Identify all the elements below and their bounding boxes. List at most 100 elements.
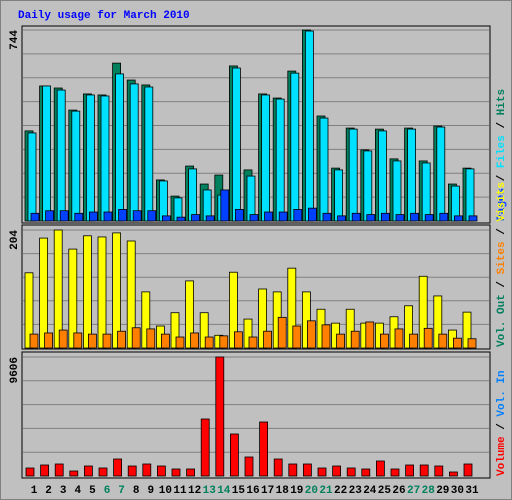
legend-entry: Vol. Out [496, 294, 508, 347]
bar [228, 271, 238, 349]
bar [317, 467, 327, 477]
bar [424, 214, 434, 222]
bar [348, 128, 358, 222]
bar [199, 312, 209, 349]
bar [436, 126, 446, 222]
bar [158, 180, 168, 222]
legend-separator: / [496, 274, 508, 294]
bar [258, 288, 268, 349]
x-tick-label: 17 [261, 485, 274, 497]
x-tick-label: 9 [147, 485, 154, 497]
bar [273, 458, 283, 477]
bar [129, 83, 139, 222]
bar [86, 94, 95, 222]
bar [292, 325, 302, 349]
bar [30, 212, 40, 222]
bar [423, 327, 433, 349]
y-tick-label: 9606 [9, 357, 21, 383]
legend: Pages / Files / Hits [496, 89, 508, 221]
bar [118, 209, 127, 222]
bar [468, 215, 478, 222]
x-tick-label: 16 [246, 485, 259, 497]
bar [395, 214, 405, 222]
x-tick-label: 26 [392, 485, 405, 497]
bar [185, 280, 195, 349]
y-tick-label: 744 [9, 30, 21, 50]
bar [307, 207, 317, 222]
x-tick-label: 18 [276, 485, 290, 497]
x-tick-label: 13 [203, 485, 217, 497]
bar [58, 329, 68, 349]
bar [132, 210, 142, 222]
bar [302, 463, 312, 477]
bar [229, 433, 239, 477]
x-tick-label: 10 [159, 485, 172, 497]
bar [117, 330, 126, 349]
bar [39, 237, 48, 349]
legend-entry: Sites [496, 241, 508, 274]
x-tick-label: 15 [232, 485, 246, 497]
legend-separator: / [496, 115, 508, 135]
bar [394, 328, 404, 349]
bar [126, 240, 136, 349]
bar [160, 333, 170, 349]
x-tick-label: 21 [319, 485, 333, 497]
bar [321, 324, 331, 349]
bar [261, 94, 271, 222]
bar [156, 465, 166, 477]
legend-entry: Volume [496, 436, 508, 476]
legend: Vol. Out / Sites / Visits [496, 182, 508, 347]
bar [205, 215, 215, 222]
bar [170, 312, 180, 349]
bar [390, 468, 400, 477]
bar [29, 333, 39, 349]
bar [392, 160, 402, 222]
x-tick-label: 27 [407, 485, 420, 497]
bar [131, 327, 141, 349]
x-tick-label: 14 [217, 485, 231, 497]
x-tick-label: 3 [60, 485, 67, 497]
legend-entry: Visits [496, 182, 508, 222]
bar [56, 89, 66, 222]
bar [322, 212, 332, 222]
bar [146, 328, 156, 349]
bar [142, 463, 152, 477]
bar [74, 212, 84, 222]
bar [293, 209, 303, 222]
x-tick-label: 31 [465, 485, 479, 497]
bar [188, 168, 198, 222]
bar [375, 460, 385, 477]
legend: Volume / Vol. In [496, 370, 508, 476]
bar [467, 338, 477, 349]
x-tick-label: 5 [89, 485, 96, 497]
bar [220, 189, 230, 222]
bar [263, 330, 273, 349]
x-tick-label: 8 [133, 485, 140, 497]
bar [336, 333, 346, 349]
bar [175, 336, 185, 349]
bar [419, 464, 429, 477]
bar [363, 150, 373, 222]
x-tick-label: 25 [378, 485, 392, 497]
x-tick-label: 24 [363, 485, 377, 497]
bar [410, 212, 420, 222]
bar [45, 210, 54, 222]
x-tick-label: 30 [451, 485, 464, 497]
legend-entry: Vol. In [496, 370, 508, 416]
bar [418, 275, 428, 349]
bar [287, 267, 297, 349]
bar [59, 210, 69, 222]
x-tick-label: 29 [436, 485, 449, 497]
bar [54, 463, 64, 477]
bar [144, 86, 154, 222]
bar [115, 73, 124, 222]
bar [248, 336, 258, 349]
bar [345, 308, 355, 349]
bar [176, 216, 186, 222]
bar [147, 210, 157, 222]
bar [243, 318, 253, 349]
bar [102, 333, 112, 349]
bar [288, 463, 298, 477]
bar [306, 320, 316, 349]
plot-area [21, 351, 491, 479]
